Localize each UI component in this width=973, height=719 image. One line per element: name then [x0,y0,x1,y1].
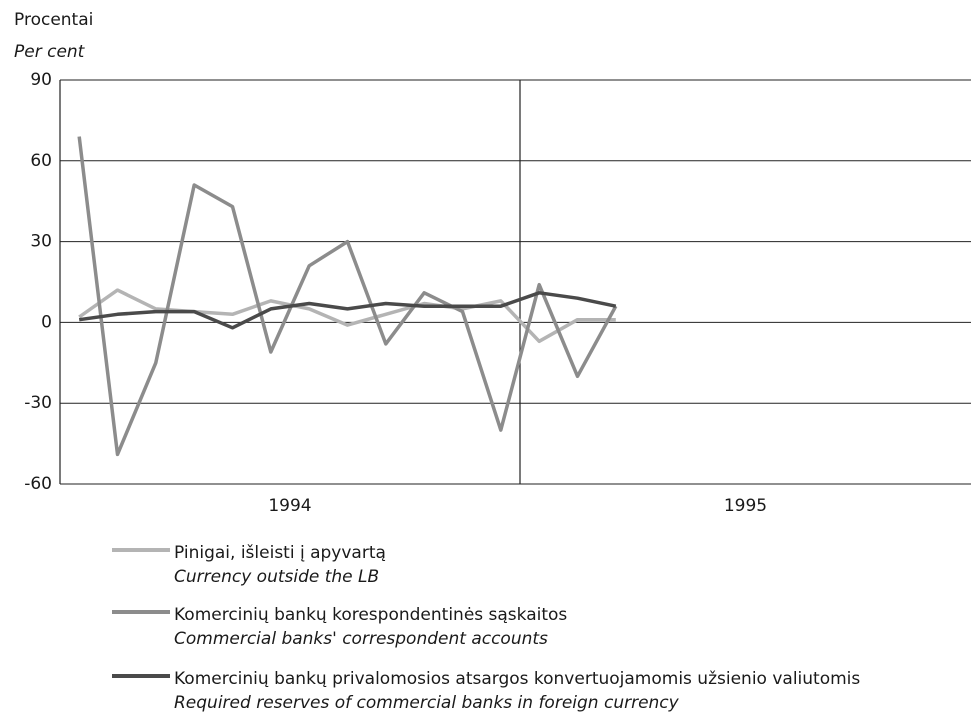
series-line [78,291,617,330]
legend-label-en: Commercial banks' correspondent accounts [174,629,548,649]
y-tick-label: 0 [41,312,52,332]
x-group-label: 1994 [268,496,311,516]
legend-label: Komercinių bankų privalomosios atsargos … [174,669,860,689]
legend-label: Pinigai, išleisti į apyvartą [174,543,386,563]
series-line [77,136,618,457]
y-tick-label: -30 [24,393,52,413]
y-axis-label: Procentai [14,10,93,30]
x-group-label: 1995 [724,496,767,516]
legend-label: Komercinių bankų korespondentinės sąskai… [174,605,567,625]
y-tick-label: 60 [30,151,52,171]
legend-label-en: Currency outside the LB [174,567,379,587]
y-tick-label: 90 [30,70,52,90]
y-axis-label-en: Per cent [14,42,86,62]
legend-label-en: Required reserves of commercial banks in… [174,693,680,713]
y-tick-label: -60 [24,474,52,494]
y-tick-label: 30 [30,232,52,252]
